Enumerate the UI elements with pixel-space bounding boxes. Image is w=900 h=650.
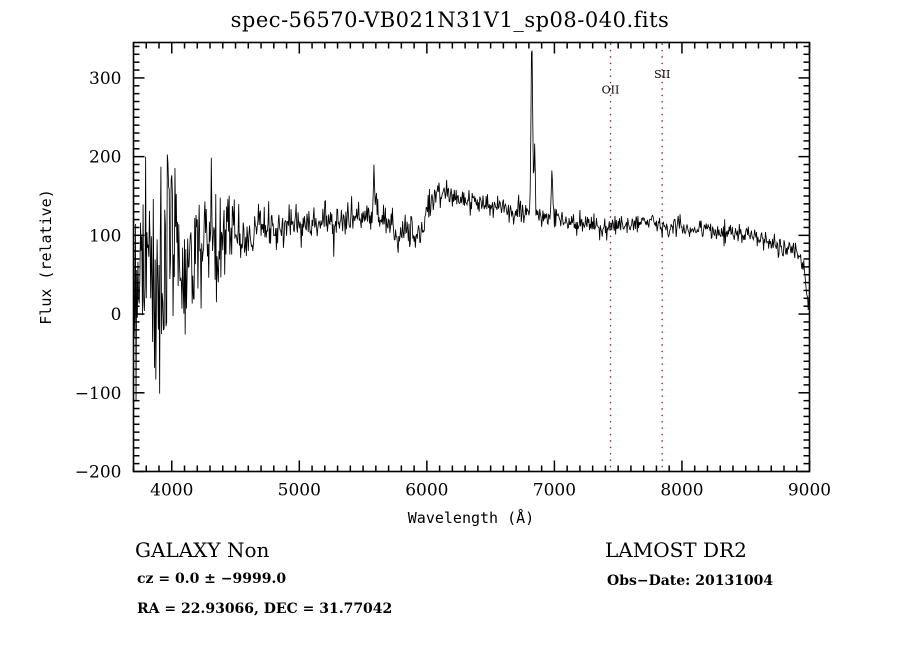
page-title: spec-56570-VB021N31V1_sp08-040.fits bbox=[230, 8, 670, 32]
x-tick-label: 7000 bbox=[533, 481, 576, 501]
x-tick-label: 4000 bbox=[150, 481, 193, 501]
redshift-velocity-label: cz = 0.0 ± −9999.0 bbox=[137, 571, 287, 587]
y-tick-label: 300 bbox=[89, 69, 121, 89]
spectral-line-markers: OII SII bbox=[602, 43, 670, 471]
x-axis-tick-labels: 4000 5000 6000 7000 8000 9000 bbox=[150, 481, 831, 501]
coordinates-label: RA = 22.93066, DEC = 31.77042 bbox=[137, 601, 393, 617]
y-tick-label: 0 bbox=[111, 305, 122, 325]
x-tick-label: 5000 bbox=[278, 481, 321, 501]
y-tick-label: 100 bbox=[89, 226, 121, 246]
x-axis-ticks bbox=[132, 42, 811, 472]
y-tick-label: −100 bbox=[75, 384, 122, 404]
y-tick-label: −200 bbox=[75, 463, 122, 483]
spectral-line-label: OII bbox=[602, 84, 620, 97]
spectrum-trace bbox=[134, 50, 809, 402]
y-axis-tick-labels: −200 −100 0 100 200 300 bbox=[75, 69, 122, 483]
y-tick-label: 200 bbox=[89, 148, 121, 168]
x-tick-label: 6000 bbox=[405, 481, 448, 501]
y-axis-ticks bbox=[133, 45, 810, 473]
x-tick-label: 8000 bbox=[660, 481, 703, 501]
object-class-label: GALAXY Non bbox=[135, 538, 270, 562]
survey-label: LAMOST DR2 bbox=[605, 538, 747, 562]
x-axis-title: Wavelength (Å) bbox=[408, 508, 534, 527]
plot-frame bbox=[132, 41, 811, 473]
obs-date-label: Obs−Date: 20131004 bbox=[607, 573, 774, 589]
y-axis-title: Flux (relative) bbox=[37, 189, 55, 324]
x-tick-label: 9000 bbox=[788, 481, 831, 501]
spectral-line-label: SII bbox=[654, 68, 670, 81]
